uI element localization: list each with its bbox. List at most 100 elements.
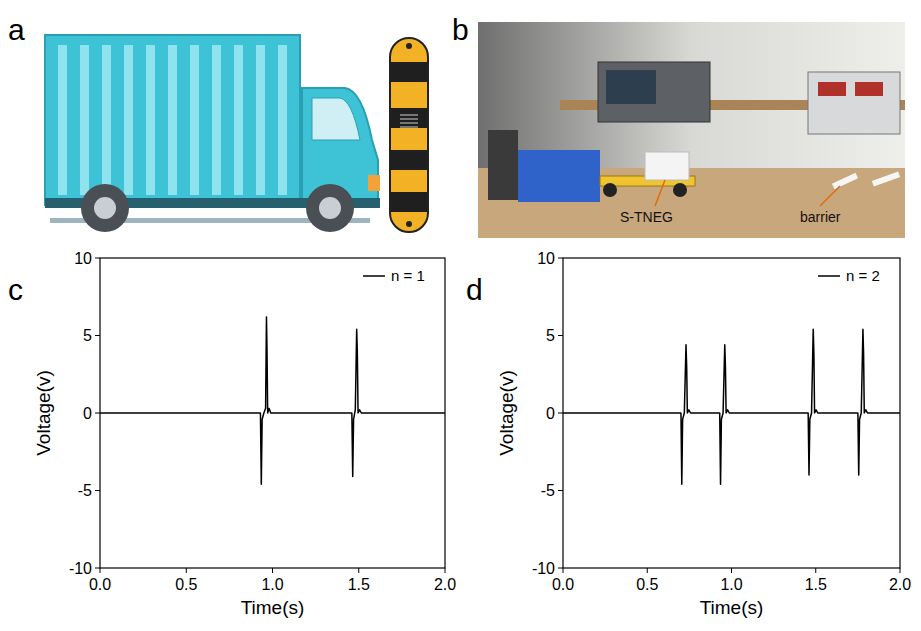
legend-swatch (818, 275, 840, 277)
scope-screen (606, 70, 656, 104)
y-tick-label: 0 (546, 405, 555, 422)
container (45, 35, 300, 205)
legend-label: n = 1 (391, 267, 425, 284)
headlight (368, 175, 380, 191)
speed-bump (390, 38, 428, 232)
barrier-shape (832, 173, 858, 189)
x-tick (272, 568, 273, 573)
container-stripe (80, 45, 89, 195)
y-tick-label: 0 (83, 405, 92, 422)
y-tick (95, 413, 100, 414)
photo-label: S-TNEG (620, 209, 673, 225)
motor (488, 130, 518, 200)
x-tick (563, 568, 564, 573)
bump-band (391, 62, 427, 82)
y-tick (95, 568, 100, 569)
y-tick-label: 10 (537, 250, 555, 267)
y-tick-label: 10 (74, 250, 92, 267)
x-tick (900, 568, 901, 573)
ps-display (818, 82, 846, 96)
container-stripe (212, 45, 221, 195)
bump-body (390, 38, 428, 232)
container-stripe (278, 45, 287, 195)
y-tick (95, 258, 100, 259)
leader-line (820, 186, 840, 206)
x-tick-label: 1.5 (805, 576, 827, 593)
container-stripe (124, 45, 133, 195)
wheel (306, 184, 354, 232)
y-tick (95, 335, 100, 336)
container-stripe (190, 45, 199, 195)
car-wheel (673, 183, 687, 197)
x-tick (186, 568, 187, 573)
x-tick-label: 1.5 (348, 576, 370, 593)
power-supply (808, 72, 900, 134)
y-tick (558, 568, 563, 569)
x-axis-title: Time(s) (700, 597, 764, 618)
y-tick (558, 335, 563, 336)
y-tick-label: -10 (532, 560, 555, 577)
x-tick-label: 0.5 (175, 576, 197, 593)
cab-window (312, 98, 360, 140)
bump-band (391, 192, 427, 212)
ps-display (855, 82, 883, 96)
bump-tread (400, 114, 418, 116)
y-tick (558, 258, 563, 259)
x-tick-label: 0.0 (89, 576, 111, 593)
y-tick-label: -5 (541, 482, 555, 499)
x-tick-label: 1.0 (261, 576, 283, 593)
bump-tread (400, 118, 418, 120)
bump-band (391, 150, 427, 170)
y-tick (95, 490, 100, 491)
x-tick-label: 1.0 (720, 576, 742, 593)
x-axis-title: Time(s) (241, 597, 305, 618)
bump-tread (400, 126, 418, 128)
panel-letter: d (466, 273, 483, 306)
barrier-shape (872, 171, 900, 186)
chart: 0.00.51.01.52.0-10-50510n = 2Time(s)Volt… (496, 250, 911, 619)
panel-letter: b (452, 13, 469, 46)
x-tick-label: 0.5 (636, 576, 658, 593)
panel-letter: a (8, 13, 25, 46)
x-tick (358, 568, 359, 573)
oscilloscope (598, 62, 710, 122)
y-tick-label: -10 (69, 560, 92, 577)
blue-track (518, 150, 600, 202)
y-tick-label: 5 (546, 327, 555, 344)
plot-data (563, 329, 900, 484)
y-axis-title: Voltage(v) (33, 370, 54, 456)
container-stripe (234, 45, 243, 195)
bump-bolt (406, 221, 412, 227)
container-stripe (102, 45, 111, 195)
y-axis-title: Voltage(v) (496, 370, 517, 456)
wheel-hub (94, 197, 116, 219)
container-stripe (146, 45, 155, 195)
x-tick (731, 568, 732, 573)
x-tick-label: 0.0 (552, 576, 574, 593)
bump-tread (400, 122, 418, 124)
container-stripe (256, 45, 265, 195)
x-tick-label: 2.0 (434, 576, 456, 593)
y-tick (558, 413, 563, 414)
voltage-line (100, 317, 445, 484)
x-tick (647, 568, 648, 573)
y-tick-label: 5 (83, 327, 92, 344)
bump-bolt (406, 43, 412, 49)
bump-band (391, 108, 427, 128)
photo-label: barrier (800, 209, 841, 225)
wheel (81, 184, 129, 232)
photo (478, 22, 905, 238)
panel-letter: c (8, 273, 23, 306)
truck-illustration (45, 35, 380, 232)
car-wheel (603, 183, 617, 197)
container-stripe (58, 45, 67, 195)
voltage-line (563, 329, 900, 484)
x-tick-label: 2.0 (889, 576, 911, 593)
figure: a b c d S-TNEG barrier 0.0 0.5 1.0 1.5 2.0 -10 -5 0 5 1… (0, 0, 921, 631)
container-stripe (168, 45, 177, 195)
x-tick (100, 568, 101, 573)
plot-data (100, 317, 445, 484)
legend-swatch (363, 275, 385, 277)
plot-frame (100, 258, 445, 568)
leader-line (655, 180, 665, 206)
